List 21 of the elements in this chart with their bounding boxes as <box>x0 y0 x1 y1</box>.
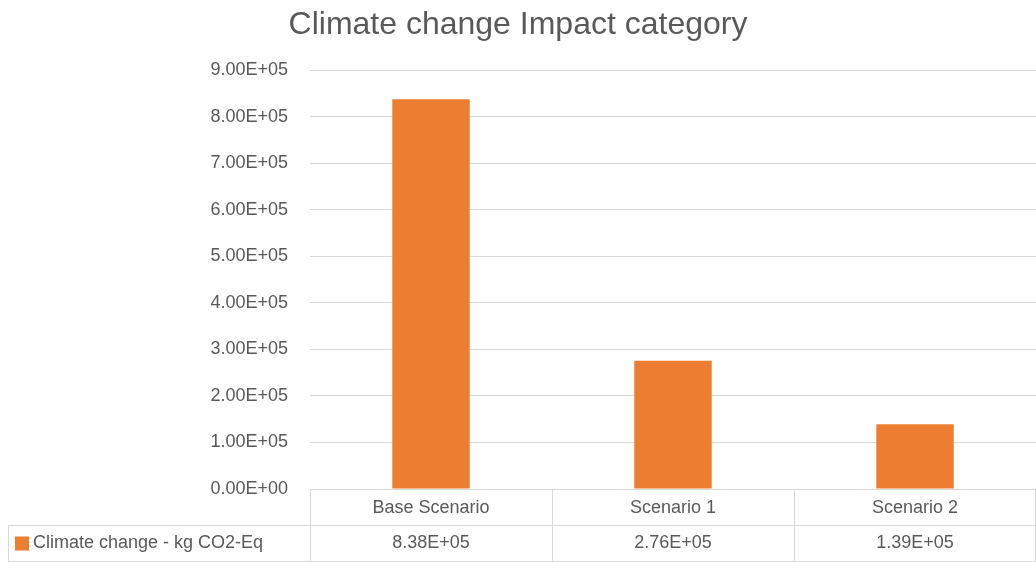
legend-label: Climate change - kg CO2-Eq <box>33 532 264 553</box>
data-label: 8.38E+05 <box>392 532 470 553</box>
chart-title: Climate change Impact category <box>288 5 748 42</box>
x-tick-label: Scenario 2 <box>871 496 959 517</box>
y-tick-label: 4.00E+05 <box>210 291 288 312</box>
y-tick-label: 3.00E+05 <box>210 338 288 359</box>
data-label: 1.39E+05 <box>876 532 954 553</box>
y-tick-label: 1.00E+05 <box>210 431 288 452</box>
x-tick-label: Base Scenario <box>372 496 490 517</box>
y-tick-label: 5.00E+05 <box>210 245 288 266</box>
bar <box>634 360 712 489</box>
y-tick-label: 6.00E+05 <box>210 198 288 219</box>
y-tick-label: 8.00E+05 <box>210 105 288 126</box>
x-tick-label: Scenario 1 <box>629 496 717 517</box>
y-tick-label: 0.00E+00 <box>210 477 288 498</box>
y-tick-label: 9.00E+05 <box>210 59 288 80</box>
bar <box>392 99 470 489</box>
bar <box>876 424 954 489</box>
data-label: 2.76E+05 <box>634 532 712 553</box>
y-tick-label: 7.00E+05 <box>210 152 288 173</box>
y-tick-label: 2.00E+05 <box>210 384 288 405</box>
